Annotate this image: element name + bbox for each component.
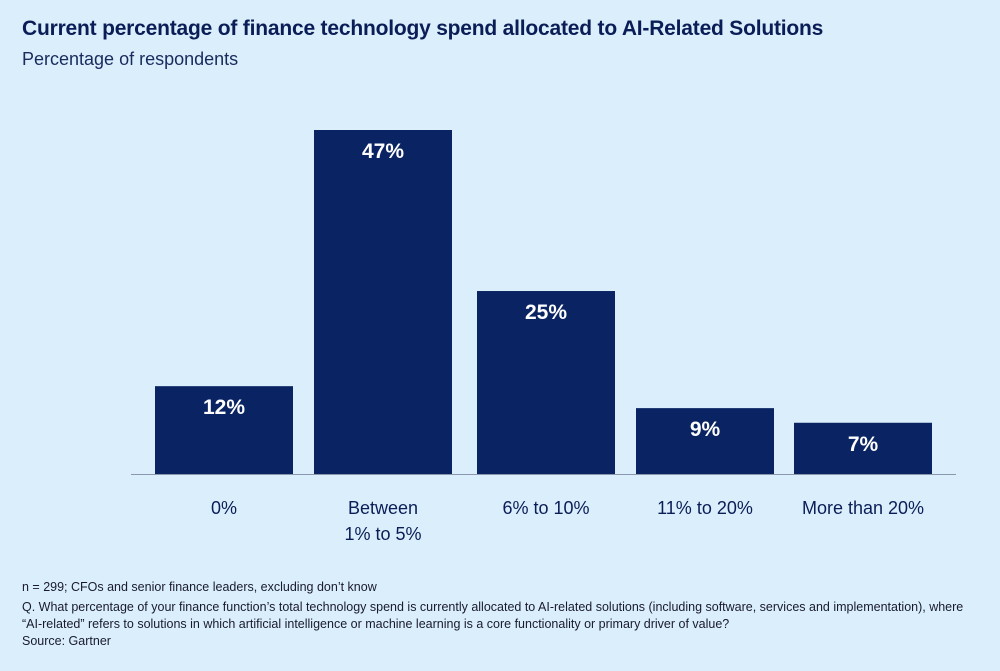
data-label-3: 9% [690, 418, 721, 441]
sample-note: n = 299; CFOs and senior finance leaders… [22, 580, 377, 594]
chart-title: Current percentage of finance technology… [22, 17, 824, 40]
data-label-2: 25% [525, 301, 567, 324]
category-label-1: 1% to 5% [344, 524, 421, 544]
question-note: Q. What percentage of your finance funct… [22, 600, 964, 631]
bar-0 [155, 386, 293, 474]
bar-3 [636, 408, 774, 474]
chart-subtitle: Percentage of respondents [22, 49, 239, 69]
category-label-0: 0% [211, 498, 237, 518]
bar-4 [794, 422, 932, 474]
source-note: Source: Gartner [22, 634, 111, 648]
category-label-1: Between [348, 498, 418, 518]
data-label-0: 12% [203, 396, 245, 419]
bar-1 [314, 130, 452, 474]
category-label-2: 6% to 10% [502, 498, 589, 518]
category-label-4: More than 20% [802, 498, 924, 518]
data-label-4: 7% [848, 433, 879, 456]
data-label-1: 47% [362, 140, 404, 163]
bar-chart: 12% 0% 47% Between 1% to 5% 25% 6% to 10% 9% 11%… [131, 130, 956, 544]
category-label-3: 11% to 20% [657, 498, 753, 518]
bar-2 [477, 291, 615, 474]
